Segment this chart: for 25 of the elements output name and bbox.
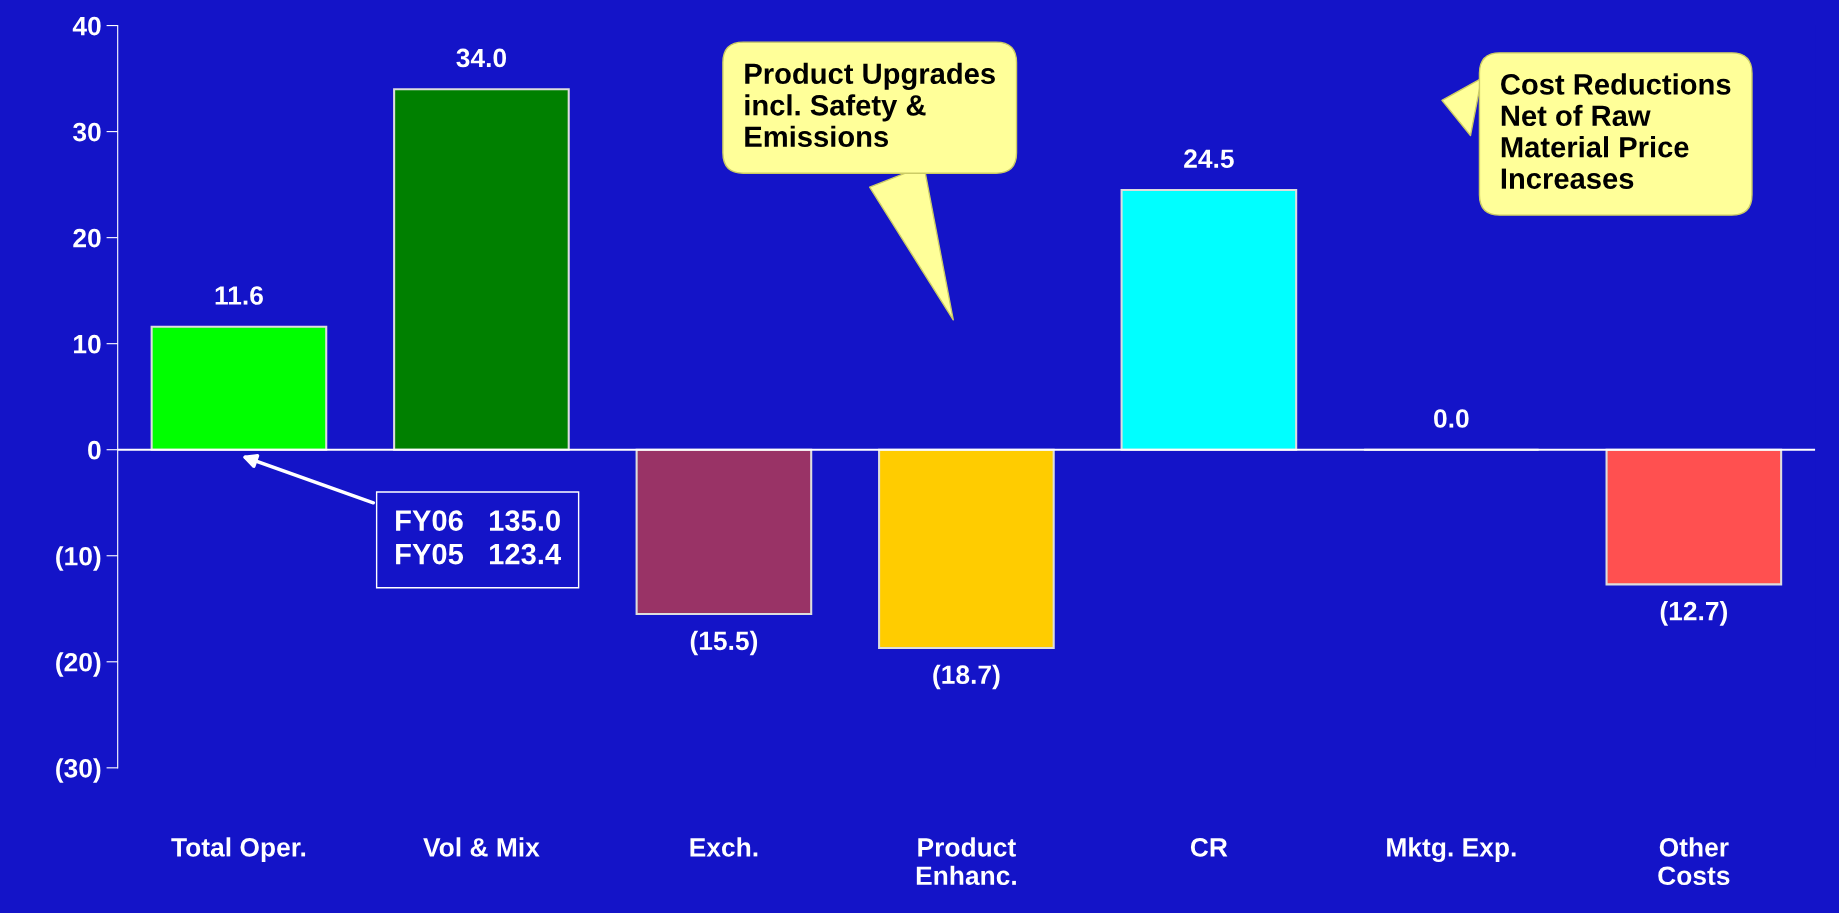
data-label: (15.5) [690,630,758,656]
data-label: 24.5 [1184,149,1234,169]
x-tick-label: Vol & Mix [423,837,540,857]
y-tick-label: (30) [56,758,101,783]
annotation: FY06 135.0 FY05 123.4 [396,510,561,565]
y-tick-label: 10 [74,334,101,354]
y-tick-label: 40 [72,16,101,36]
y-tick-label: (20) [56,652,101,677]
data-label: 34.0 [456,48,507,68]
y-tick-label: 20 [73,228,101,248]
annotation: Product Upgrades incl. Safety & Emissions [745,62,995,148]
y-tick-label: 30 [72,122,101,142]
y-tick-label: 0 [88,440,101,460]
annotation: Cost Reductions Net of Raw Material Price Increases [1501,73,1731,189]
x-tick-label: CR [1190,837,1228,857]
y-tick-label: (10) [56,546,101,571]
x-tick-label: Exch. [690,837,758,857]
x-tick-label: Total Oper. [171,837,306,862]
data-label: 0.0 [1434,409,1469,428]
x-tick-label: Other Costs [1658,837,1730,886]
data-label: (12.7) [1660,601,1728,626]
data-label: 11.6 [215,286,263,305]
x-tick-label: Mktg. Exp. [1387,837,1516,862]
x-tick-label: Product Enhanc. [916,837,1016,886]
data-label: (18.7) [933,664,1000,690]
